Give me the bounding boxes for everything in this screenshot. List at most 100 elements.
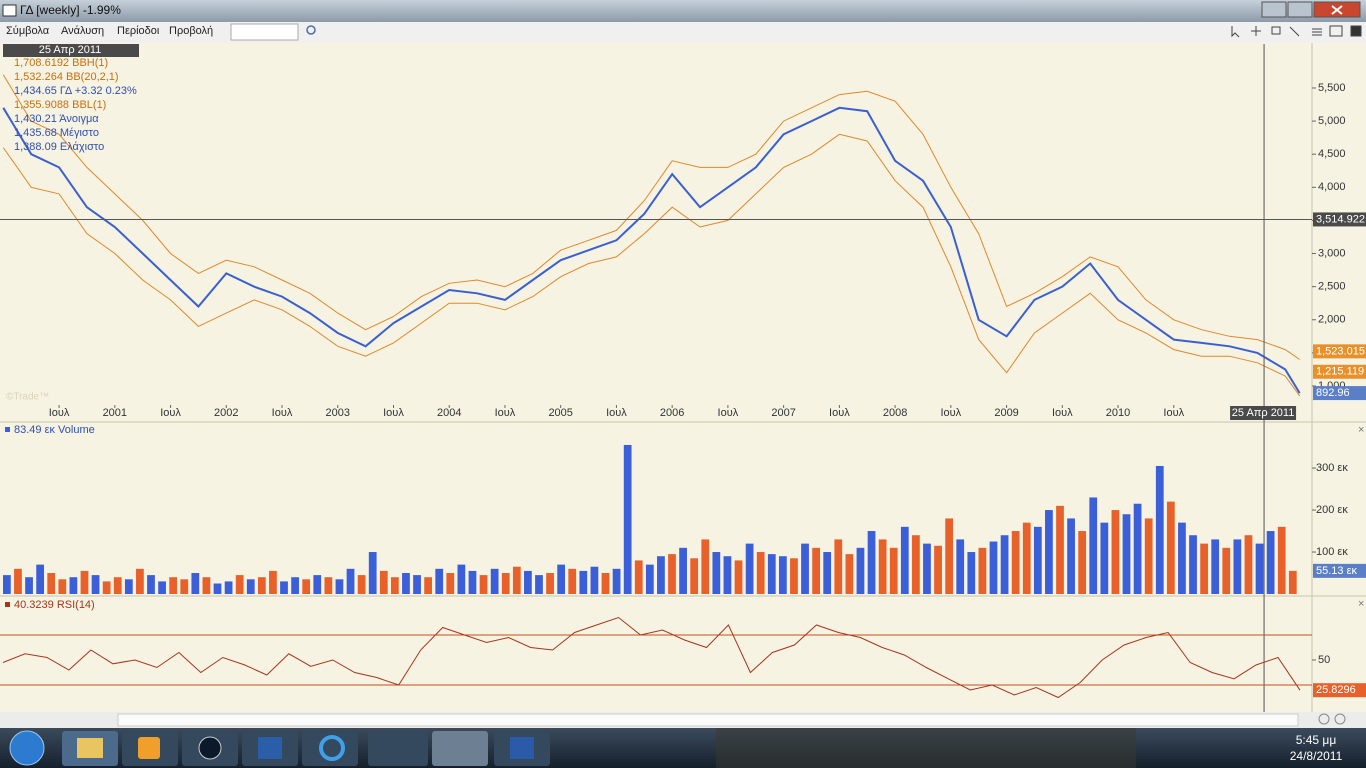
menu-item[interactable]: Περίοδοι <box>117 25 160 37</box>
y-tick-label: 5,500 <box>1318 82 1346 94</box>
taskbar-app[interactable] <box>432 731 488 766</box>
volume-bar <box>878 539 887 594</box>
menu-item[interactable]: Σύμβολα <box>6 25 50 37</box>
list-tool[interactable] <box>1312 28 1322 36</box>
y-tick-label: 100 εκ <box>1316 546 1348 558</box>
volume-bar <box>47 573 56 594</box>
volume-bar <box>313 575 322 594</box>
volume-bar <box>1011 531 1020 594</box>
y-tick-label: 4,500 <box>1318 148 1346 160</box>
price-label-bg <box>1313 386 1366 401</box>
start-button[interactable] <box>9 730 45 766</box>
price-label-bg <box>1313 364 1366 379</box>
scroll-thumb[interactable] <box>117 713 1299 727</box>
volume-bar <box>1144 518 1153 594</box>
volume-bar <box>889 547 898 594</box>
y-tick-label: 5,000 <box>1318 115 1346 127</box>
search-box[interactable] <box>230 23 299 41</box>
volume-bar <box>1266 531 1275 594</box>
price-label: 1,523.015 <box>1316 345 1365 357</box>
search-icon[interactable] <box>306 25 316 35</box>
volume-bar <box>579 570 588 594</box>
volume-bar <box>1200 543 1208 594</box>
close-panel[interactable]: × <box>1358 598 1364 610</box>
volume-bar <box>435 568 444 594</box>
volume-bar <box>1122 514 1131 594</box>
volume-bar <box>235 575 244 594</box>
volume-bar <box>1155 465 1164 594</box>
x-tick-label: 2002 <box>214 407 238 419</box>
menu-item[interactable]: Ανάλυση <box>61 25 104 37</box>
taskbar-background <box>716 728 1136 768</box>
volume-bar <box>989 541 998 594</box>
volume-bar <box>867 531 876 594</box>
volume-bar <box>1100 522 1109 594</box>
volume-bar <box>36 564 45 594</box>
cross-tool[interactable] <box>1251 26 1261 36</box>
volume-bar <box>723 556 732 594</box>
volume-bar <box>657 556 665 594</box>
save-tool[interactable] <box>1350 25 1362 37</box>
volume-bar <box>3 575 11 594</box>
x-tick-label: Ιουλ <box>49 407 70 419</box>
chart-tool[interactable] <box>1329 25 1343 37</box>
taskbar-app[interactable] <box>302 731 358 766</box>
maximize-button[interactable] <box>1287 1 1313 18</box>
taskbar-app[interactable] <box>368 731 428 766</box>
y-tick-label: 50 <box>1318 654 1330 666</box>
volume-bar <box>734 560 743 594</box>
clock-time[interactable]: 5:45 μμ <box>1296 733 1337 747</box>
app-icon <box>2 4 17 17</box>
app-icon <box>258 737 282 759</box>
volume-bar <box>645 564 654 594</box>
volume-bar <box>778 556 787 594</box>
zoom-in[interactable] <box>1334 713 1346 725</box>
volume-bar <box>257 577 266 594</box>
x-tick-label: Ιουλ <box>940 407 961 419</box>
volume-bar <box>834 539 843 594</box>
volume-bar <box>623 444 632 594</box>
volume-bar <box>823 552 832 594</box>
menu-item[interactable]: Προβολή <box>169 25 213 37</box>
price-label: 892.96 <box>1316 387 1350 399</box>
close-panel[interactable]: × <box>1358 424 1364 436</box>
clock-date[interactable]: 24/8/2011 <box>1290 749 1343 763</box>
legend-entry: 1,355.9088 BBL(1) <box>14 99 106 111</box>
rect-tool[interactable] <box>1271 26 1281 35</box>
volume-bar <box>679 547 687 594</box>
legend-marker <box>5 427 10 432</box>
panel-title: 40.3239 RSI(14) <box>14 599 95 611</box>
x-tick-label: 2005 <box>548 407 572 419</box>
volume-bar <box>91 575 100 594</box>
volume-bar <box>113 577 122 594</box>
x-tick-label: Ιουλ <box>606 407 627 419</box>
volume-bar <box>280 581 288 594</box>
y-tick-label: 4,000 <box>1318 181 1346 193</box>
cursor-y-label-bg <box>1313 212 1366 227</box>
x-tick-label: Ιουλ <box>160 407 181 419</box>
title-bar <box>0 0 1366 22</box>
close-icon <box>1331 5 1343 15</box>
y-tick-label: 2,500 <box>1318 281 1346 293</box>
x-tick-label: 2007 <box>771 407 795 419</box>
last-label: 25.8296 <box>1316 684 1356 696</box>
volume-bar <box>934 545 942 594</box>
volume-bar <box>546 573 554 594</box>
volume-bar <box>147 575 155 594</box>
panel-title: 83.49 εκ Volume <box>14 424 95 436</box>
y-tick-label: 3,000 <box>1318 247 1346 259</box>
volume-bar <box>14 568 22 594</box>
app-icon <box>319 735 345 761</box>
x-tick-label: Ιουλ <box>1163 407 1184 419</box>
volume-bar <box>501 573 510 594</box>
watermark: ©Trade™ <box>6 392 49 403</box>
minimize-button[interactable] <box>1261 1 1287 18</box>
bollinger-band <box>2 133 1301 397</box>
volume-bar <box>668 554 676 594</box>
pointer-tool[interactable] <box>1231 26 1240 38</box>
last-label-bg <box>1313 563 1366 578</box>
volume-bar <box>945 518 954 594</box>
zoom-out[interactable] <box>1318 713 1330 725</box>
line-tool[interactable] <box>1289 26 1300 37</box>
